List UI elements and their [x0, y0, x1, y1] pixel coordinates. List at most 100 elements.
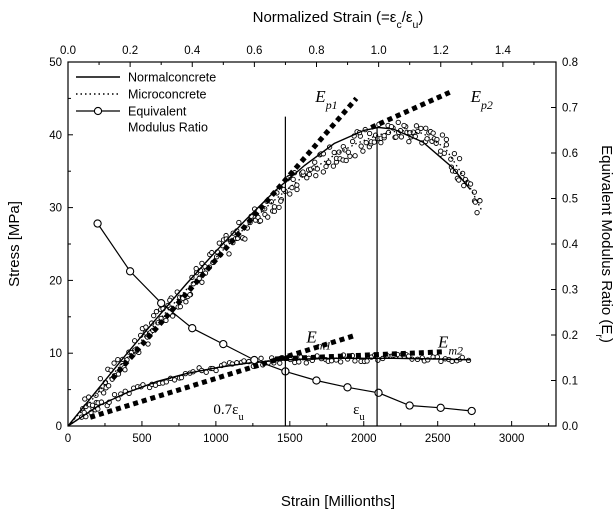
data-point	[378, 139, 384, 146]
data-point	[381, 133, 387, 139]
data-point	[276, 204, 282, 211]
data-point	[395, 119, 401, 126]
data-point	[265, 214, 271, 220]
data-point	[221, 361, 227, 367]
data-point	[398, 134, 405, 140]
y2-tick-label: 0.1	[562, 376, 578, 388]
equivalent-modulus-ratio-marker	[374, 388, 383, 397]
data-point	[336, 149, 342, 155]
chart-annotations: 0.7εu εu Ep1 Ep2 Em1 Em2	[213, 87, 493, 426]
data-point	[459, 170, 466, 177]
data-point	[424, 136, 430, 142]
normalconcrete-curve	[67, 126, 471, 427]
y-axis-title: Stress [MPa]	[6, 201, 23, 287]
data-point	[461, 182, 467, 189]
data-point	[438, 358, 444, 365]
data-point	[418, 125, 424, 132]
x-tick-label: 3000	[499, 433, 525, 445]
data-point	[294, 182, 300, 188]
data-point	[183, 299, 189, 305]
em1-tangent-line	[89, 332, 358, 420]
data-point	[294, 186, 300, 193]
data-point	[371, 139, 377, 145]
data-point	[338, 359, 344, 365]
data-point	[241, 358, 247, 364]
y-tick-label: 20	[49, 275, 62, 287]
data-point	[441, 150, 447, 156]
data-point	[169, 313, 176, 319]
data-point	[477, 198, 483, 204]
data-point	[323, 163, 329, 170]
annotation-e-m2: Em2	[437, 332, 463, 357]
data-point	[456, 155, 463, 162]
data-point	[413, 123, 420, 129]
normalconcrete-curve	[67, 357, 471, 427]
legend-label-line2: Modulus Ratio	[128, 121, 208, 135]
data-point	[363, 140, 369, 146]
equivalent-modulus-ratio-marker	[219, 339, 228, 349]
data-point	[163, 317, 169, 324]
data-point	[312, 159, 318, 165]
data-point	[278, 198, 284, 204]
data-point	[439, 132, 446, 138]
x2-tick-label: 1.4	[495, 45, 512, 57]
equivalent-modulus-ratio-marker	[188, 324, 197, 333]
data-point	[111, 360, 117, 366]
data-point	[343, 157, 349, 164]
x-tick-label: 2000	[351, 433, 377, 445]
data-point	[326, 159, 332, 165]
data-point	[226, 251, 232, 257]
y2-tick-label: 0.4	[562, 239, 579, 251]
equivalent-modulus-ratio-marker	[343, 383, 352, 392]
data-point	[287, 191, 293, 197]
data-point	[242, 236, 248, 242]
data-point	[143, 324, 149, 330]
equivalent-modulus-ratio-marker	[93, 219, 102, 228]
data-point	[101, 390, 107, 396]
x2-tick-label: 0.8	[309, 45, 325, 57]
data-point	[106, 383, 112, 389]
y2-axis-title: Equivalent Modulus Ratio (Er)	[593, 145, 613, 343]
data-point	[320, 169, 327, 175]
data-point	[257, 218, 264, 224]
y2-tick-label: 0.6	[562, 148, 578, 160]
data-point	[115, 357, 121, 363]
equivalent-modulus-ratio-marker	[436, 403, 445, 412]
data-point	[364, 358, 370, 364]
legend-label: Microconcrete	[128, 88, 207, 102]
x2-tick-label: 1.2	[433, 45, 449, 57]
data-point	[163, 379, 169, 385]
y-tick-label: 0	[56, 421, 62, 433]
vertical-line-label: εu	[353, 402, 365, 423]
data-point	[448, 156, 454, 162]
data-point	[443, 136, 450, 143]
legend-label: Equivalent	[128, 105, 187, 119]
data-point	[290, 176, 296, 183]
data-point	[199, 279, 205, 285]
annotation-e-p1: Ep1	[314, 87, 337, 112]
x-axis-title: Strain [Millionths]	[281, 493, 395, 510]
y2-tick-label: 0.2	[562, 330, 578, 342]
data-point	[303, 360, 309, 366]
data-point	[443, 142, 450, 148]
annotation-e-p2: Ep2	[470, 87, 493, 112]
x-tick-label: 1500	[277, 433, 303, 445]
data-point	[111, 391, 118, 398]
data-point	[187, 292, 193, 298]
x2-tick-label: 0.0	[60, 45, 76, 57]
y-tick-label: 10	[49, 348, 62, 360]
em2-tangent-line	[274, 349, 446, 362]
data-point	[193, 265, 199, 272]
annotation-e-m1: Em1	[305, 327, 331, 352]
y2-tick-label: 0.8	[562, 57, 578, 69]
legend-label: Normalconcrete	[128, 71, 216, 85]
data-point	[271, 204, 278, 210]
x-tick-label: 500	[132, 433, 151, 445]
x-tick-label: 1000	[203, 433, 229, 445]
vertical-line-label: 0.7εu	[213, 402, 244, 423]
equivalent-modulus-ratio-marker	[467, 406, 476, 416]
ep1-tangent-line	[110, 96, 359, 381]
x-tick-label: 0	[65, 433, 71, 445]
data-point	[151, 312, 157, 319]
data-point	[358, 143, 364, 149]
